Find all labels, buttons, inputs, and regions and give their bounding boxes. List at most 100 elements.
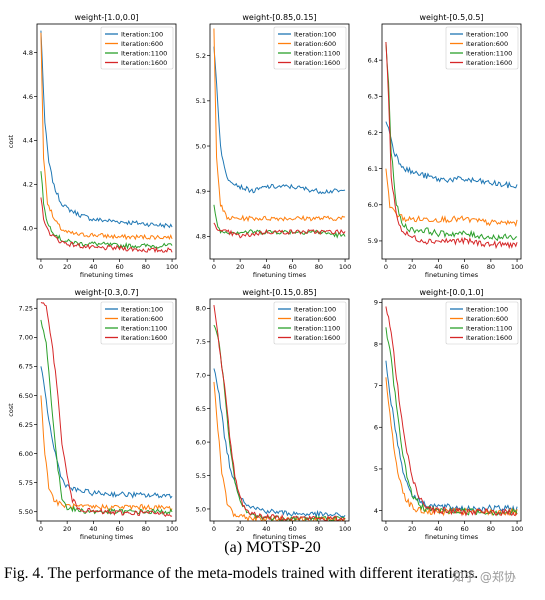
x-tick-label: 60 [288,525,296,533]
plot-frame [381,23,522,260]
x-tick-label: 80 [142,525,150,533]
y-tick-label: 9 [374,299,378,307]
plot-frame [36,298,177,522]
y-tick-label: 6.0 [196,438,206,446]
series-line [213,368,346,519]
x-tick-label: 80 [315,263,323,271]
y-tick-label: 7.25 [19,305,33,313]
y-tick-label: 4.4 [23,137,33,145]
legend-box [100,301,174,345]
y-tick-label: 6.0 [368,201,378,209]
legend-label: Iteration:100 [121,305,163,313]
y-tick-label: 7.0 [196,372,206,380]
series-group [213,304,346,521]
series-line [213,324,346,521]
series-line [213,46,346,195]
y-tick-label: 6 [374,424,378,432]
x-tick-label: 60 [288,263,296,271]
y-tick-label: 5.75 [19,479,33,487]
plot-frame [381,298,522,522]
y-tick-label: 5.9 [368,237,378,245]
series-group [40,302,173,517]
x-tick-label: 0 [384,263,388,271]
legend-label: Iteration:1600 [121,334,167,342]
x-axis-label: finetuning times [425,271,479,279]
legend-label: Iteration:600 [294,315,336,323]
y-tick-label: 4.8 [196,233,206,241]
chart-title: weight-[0.0,1.0] [419,288,483,297]
legend-label: Iteration:1100 [294,49,340,57]
series-group [385,42,518,250]
series-line [213,381,346,521]
x-axis-label: finetuning times [253,271,307,279]
series-line [385,306,518,517]
series-group [385,306,518,517]
x-axis-label: finetuning times [253,533,307,541]
x-tick-label: 40 [262,525,270,533]
chart-title: weight-[0.5,0.5] [419,13,483,22]
series-group [40,30,173,254]
legend-label: Iteration:1100 [121,324,167,332]
x-tick-label: 20 [408,525,416,533]
legend: Iteration:100 Iteration:600Iteration:1100… [445,26,519,70]
x-tick-label: 0 [39,525,43,533]
legend-label: Iteration:1100 [466,49,512,57]
x-tick-label: 80 [315,525,323,533]
y-tick-label: 4.2 [23,181,33,189]
legend-label: Iteration:1100 [121,49,167,57]
chart-title: weight-[1.0,0.0] [74,13,138,22]
y-tick-label: 4 [374,507,378,515]
legend-box [100,26,174,70]
x-tick-label: 20 [236,263,244,271]
legend-label: Iteration:1600 [294,59,340,67]
watermark: 知乎 @郑协 [452,570,516,584]
legend-box [445,301,519,345]
x-tick-label: 0 [212,263,216,271]
x-tick-label: 20 [63,263,71,271]
legend-label: Iteration:1600 [466,59,512,67]
y-tick-label: 6.25 [19,421,33,429]
legend-label: Iteration:600 [466,40,508,48]
y-tick-label: 6.1 [368,165,378,173]
legend-label: Iteration:600 [294,40,336,48]
y-tick-label: 4.9 [196,188,206,196]
y-tick-label: 4.6 [23,93,33,101]
chart-panel-5: weight-[0.15,0.85] 0 20 40 60 80 100 5.0 5.5 6.0 6… [196,288,352,541]
chart-panel-6: weight-[0.0,1.0] 0 20 40 60 80 100 4 5 6 7 8 9 finetu… [374,288,523,541]
y-tick-label: 7 [374,382,378,390]
chart-panel-2: weight-[0.85,0.15] 0 20 40 60 80 100 4.8 4.9 5.0 5… [196,13,352,279]
series-line [40,319,173,516]
x-tick-label: 20 [408,263,416,271]
chart-title: weight-[0.85,0.15] [242,13,316,22]
y-tick-label: 6.5 [196,405,206,413]
series-line [385,327,518,516]
x-tick-label: 20 [63,525,71,533]
x-tick-label: 40 [434,263,442,271]
legend-box [273,26,347,70]
chart-title: weight-[0.3,0.7] [74,288,138,297]
legend: Iteration:100 Iteration:600Iteration:1100… [100,26,174,70]
plot-frame [36,23,177,260]
legend: Iteration:100 Iteration:600Iteration:1100… [100,301,174,345]
series-line [385,42,518,250]
legend-label: Iteration:1600 [466,334,512,342]
chart-panel-1: weight-[1.0,0.0] 0 20 40 60 80 100 4.0 4.2 4.4 4.6… [7,13,178,279]
legend: Iteration:100 Iteration:600Iteration:1100… [273,26,347,70]
series-line [40,395,173,512]
y-tick-label: 6.3 [368,93,378,101]
y-tick-label: 5.0 [196,505,206,513]
series-line [40,32,173,241]
legend-box [273,301,347,345]
legend-label: Iteration:1600 [294,334,340,342]
y-axis-label: cost [7,403,15,417]
x-tick-label: 0 [384,525,388,533]
x-tick-label: 100 [511,525,523,533]
x-axis-label: finetuning times [80,271,134,279]
y-tick-label: 5.5 [196,472,206,480]
x-tick-label: 80 [142,263,150,271]
series-line [385,168,518,228]
legend-label: Iteration:1100 [294,324,340,332]
y-tick-label: 8.0 [196,305,206,313]
y-tick-label: 7.00 [19,334,33,342]
y-tick-label: 6.00 [19,450,33,458]
